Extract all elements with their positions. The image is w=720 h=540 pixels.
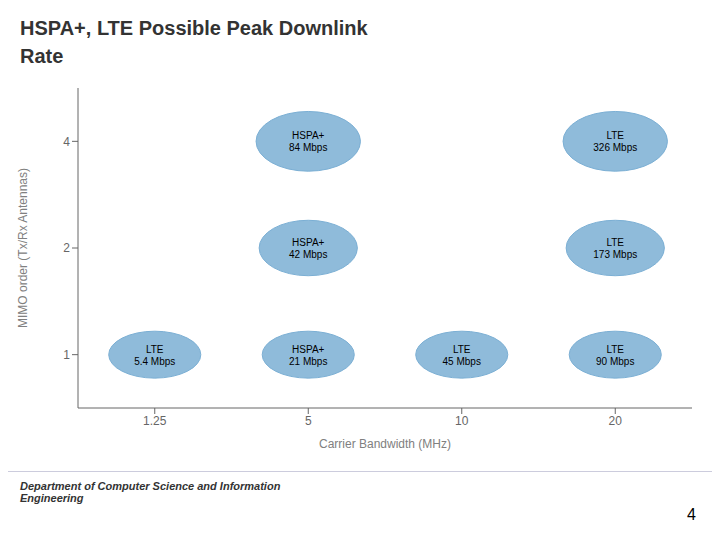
svg-text:MIMO order (Tx/Rx Antennas): MIMO order (Tx/Rx Antennas): [16, 168, 30, 328]
svg-text:1.25: 1.25: [143, 414, 167, 428]
svg-text:LTE45 Mbps: LTE45 Mbps: [443, 343, 481, 366]
svg-text:LTE90 Mbps: LTE90 Mbps: [596, 343, 634, 366]
svg-text:HSPA+84 Mbps: HSPA+84 Mbps: [289, 130, 327, 153]
svg-text:LTE173 Mbps: LTE173 Mbps: [593, 237, 637, 260]
svg-text:1: 1: [63, 348, 70, 362]
svg-text:10: 10: [455, 414, 469, 428]
html-text:4: 4: [687, 506, 696, 523]
html-text:Rate: Rate: [20, 45, 64, 67]
svg-text:HSPA+42 Mbps: HSPA+42 Mbps: [289, 237, 327, 260]
svg-text:HSPA+21 Mbps: HSPA+21 Mbps: [289, 343, 327, 366]
html-text:Department of Computer Science: Department of Computer Science and Infor…: [20, 480, 281, 504]
svg-text:5: 5: [305, 414, 312, 428]
svg-text:4: 4: [63, 135, 70, 149]
html-text:HSPA+, LTE Possible Peak Downl: HSPA+, LTE Possible Peak Downlink: [20, 17, 368, 39]
svg-text:20: 20: [609, 414, 623, 428]
svg-text:LTE5.4 Mbps: LTE5.4 Mbps: [134, 343, 175, 366]
svg-text:LTE326 Mbps: LTE326 Mbps: [593, 130, 637, 153]
svg-text:2: 2: [63, 241, 70, 255]
svg-text:Carrier Bandwidth (MHz): Carrier Bandwidth (MHz): [319, 437, 451, 451]
